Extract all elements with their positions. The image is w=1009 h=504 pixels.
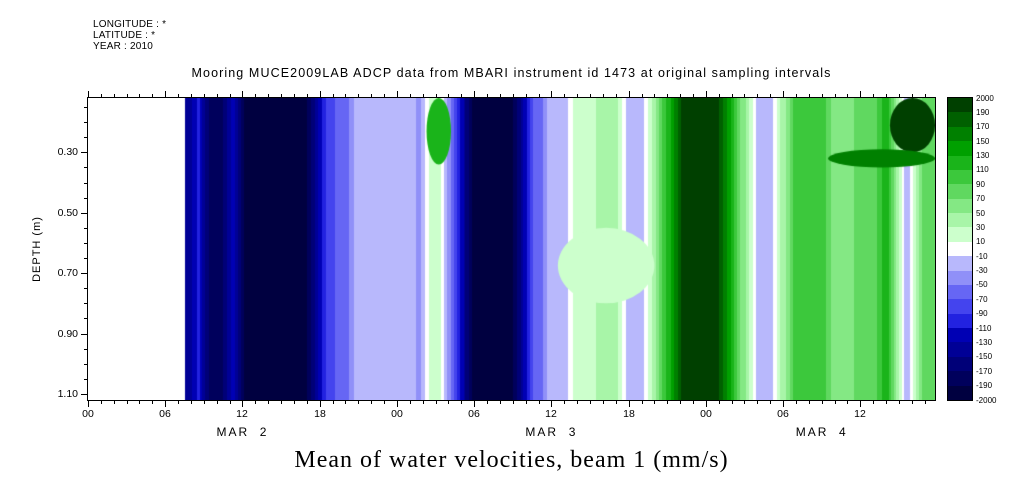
colorbar-segment [948,241,972,257]
colorbar-segment [948,342,972,357]
x-date-label: MAR 2 [216,425,269,439]
x-tick-label: 12 [854,408,866,420]
colorbar [947,97,973,401]
colorbar-segment [948,313,972,328]
x-tick-label: 18 [623,408,635,420]
y-tick-label: 1.10 [57,388,78,400]
colorbar-tick-label: -50 [976,280,988,290]
colorbar-segment [948,385,972,400]
colorbar-segment [948,141,972,156]
colorbar-segment [948,155,972,170]
year-label: YEAR : 2010 [93,41,154,52]
colorbar-segment [948,227,972,242]
colorbar-segment [948,98,972,113]
colorbar-tick-label: 170 [976,122,990,132]
colorbar-segment [948,328,972,343]
x-tick-label: 06 [159,408,171,420]
colorbar-segment [948,256,972,271]
longitude-label: LONGITUDE : * [93,19,167,30]
colorbar-segment [948,184,972,199]
colorbar-segment [948,299,972,314]
y-tick-label: 0.90 [57,328,78,340]
colorbar-tick-label: 150 [976,136,990,146]
colorbar-tick-label: 110 [976,165,989,175]
x-tick-label: 18 [314,408,326,420]
latitude-label: LATITUDE : * [93,30,156,41]
colorbar-tick-label: -110 [976,323,992,333]
x-tick-label: 12 [236,408,248,420]
x-tick-label: 06 [777,408,789,420]
x-tick-label: 12 [545,408,557,420]
colorbar-segment [948,356,972,372]
colorbar-tick-label: -150 [976,352,993,362]
colorbar-tick-label: -130 [976,337,993,347]
colorbar-tick-label: 90 [976,179,985,189]
colorbar-tick-label: -90 [976,309,988,319]
colorbar-tick-label: -2000 [976,395,997,405]
colorbar-segment [948,213,972,228]
y-tick-label: 0.30 [57,146,78,158]
plot-title: Mooring MUCE2009LAB ADCP data from MBARI… [191,66,832,80]
metadata-block: LONGITUDE : * LATITUDE : * YEAR : 2010 [93,19,166,52]
colorbar-tick-label: -30 [976,266,988,276]
colorbar-tick-label: -10 [976,251,988,261]
x-tick-label: 00 [82,408,94,420]
x-tick-label: 06 [468,408,480,420]
colorbar-tick-label: 190 [976,107,990,117]
x-date-label: MAR 3 [525,425,578,439]
colorbar-tick-label: 70 [976,194,985,204]
colorbar-segment [948,371,972,386]
colorbar-tick-label: -190 [976,381,993,391]
x-tick-label: 00 [700,408,712,420]
colorbar-segment [948,270,972,285]
colorbar-tick-label: 50 [976,208,985,218]
colorbar-segment [948,112,972,127]
plot-area [88,98,935,400]
colorbar-tick-label: 2000 [976,93,994,103]
colorbar-segment [948,126,972,142]
colorbar-tick-label: 10 [976,237,985,247]
colorbar-tick-label: 30 [976,222,985,232]
caption: Mean of water velocities, beam 1 (mm/s) [294,447,729,473]
y-tick-label: 0.70 [57,267,78,279]
colorbar-segment [948,169,972,185]
x-tick-label: 00 [391,408,403,420]
colorbar-segment [948,198,972,213]
colorbar-tick-label: -70 [976,294,988,304]
y-tick-label: 0.50 [57,207,78,219]
colorbar-tick-label: 130 [976,151,990,161]
x-date-label: MAR 4 [795,425,848,439]
heatmap-canvas [88,98,935,400]
colorbar-segment [948,284,972,300]
colorbar-tick-label: -170 [976,366,993,376]
